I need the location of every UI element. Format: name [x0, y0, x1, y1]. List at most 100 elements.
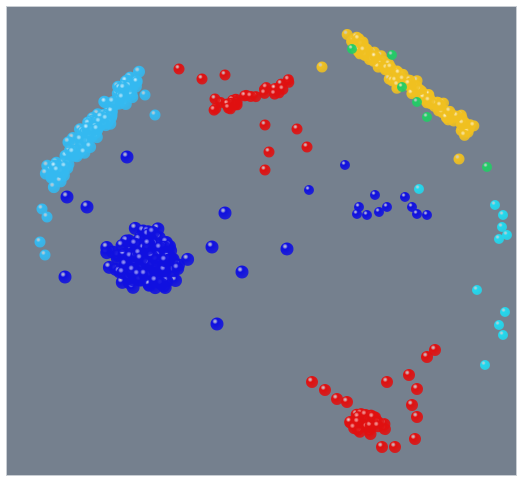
yellow-sphere: [459, 129, 471, 141]
red-sphere: [245, 91, 257, 102]
green-sphere: [412, 97, 422, 107]
yellow-sphere: [385, 62, 397, 73]
green-sphere: [397, 82, 407, 92]
light-blue-arc-cluster: [34, 65, 161, 261]
red-sphere: [411, 383, 423, 395]
light-blue-sphere: [118, 82, 130, 95]
red-sphere: [411, 411, 423, 423]
light-blue-sphere: [51, 164, 64, 177]
blue-sphere: [115, 239, 129, 253]
light-blue-sphere: [106, 96, 119, 108]
light-blue-sphere: [133, 65, 145, 78]
red-sphere: [259, 164, 271, 176]
blue-sphere: [146, 226, 160, 239]
red-sphere: [223, 102, 234, 114]
blue-sphere: [280, 242, 294, 256]
yellow-sphere: [444, 105, 456, 117]
blue-sphere: [158, 263, 172, 277]
yellow-sphere: [358, 45, 370, 56]
3d-scatter-viewport[interactable]: [6, 6, 517, 476]
red-sphere: [331, 393, 343, 405]
blue-sphere: [304, 185, 314, 195]
red-sphere: [348, 422, 361, 435]
cyan-sphere: [480, 360, 490, 370]
sphere-scene: [34, 29, 512, 453]
blue-sphere: [352, 209, 362, 219]
blue-sphere: [102, 260, 116, 274]
light-blue-sphere: [139, 89, 151, 101]
red-sphere: [196, 73, 208, 85]
light-blue-sphere: [74, 133, 87, 146]
light-blue-sphere: [131, 76, 143, 88]
light-blue-sphere: [149, 109, 161, 121]
blue-sphere: [422, 210, 432, 220]
red-sphere: [219, 69, 231, 81]
red-sphere: [301, 141, 313, 153]
yellow-sphere: [468, 120, 480, 132]
blue-sphere: [362, 210, 372, 220]
cyan-sphere: [472, 285, 482, 295]
blue-sphere: [120, 150, 134, 164]
yellow-sphere: [423, 95, 435, 107]
green-sphere: [482, 162, 492, 172]
cyan-sphere: [494, 234, 504, 244]
blue-sphere: [60, 190, 74, 204]
red-sphere: [403, 369, 415, 381]
blue-sphere: [181, 252, 195, 266]
red-upper-cluster: [173, 63, 313, 176]
blue-sphere: [400, 192, 410, 202]
yellow-sphere: [316, 61, 328, 73]
yellow-sphere: [453, 153, 465, 165]
light-blue-sphere: [47, 181, 60, 194]
red-sphere: [306, 376, 318, 388]
blue-sphere: [138, 268, 152, 282]
light-blue-sphere: [39, 249, 51, 261]
red-sphere: [209, 93, 221, 105]
red-sphere: [406, 399, 418, 411]
cyan-sphere: [498, 210, 508, 220]
blue-sphere: [407, 202, 417, 212]
yellow-arc-cluster: [316, 29, 492, 172]
red-sphere: [263, 146, 275, 158]
blue-sphere: [340, 160, 350, 170]
green-sphere: [422, 112, 432, 122]
cyan-sphere: [502, 230, 512, 240]
red-sphere: [291, 123, 303, 135]
blue-sphere: [218, 206, 232, 220]
blue-sphere: [171, 262, 185, 276]
red-sphere: [208, 104, 220, 116]
yellow-sphere: [457, 118, 469, 130]
red-sphere: [409, 433, 421, 445]
blue-sphere: [158, 254, 172, 268]
red-sphere: [376, 441, 388, 453]
yellow-sphere: [353, 33, 364, 45]
red-sphere: [372, 420, 384, 433]
red-sphere: [259, 87, 271, 99]
blue-sphere: [235, 265, 249, 279]
blue-sphere: [149, 274, 163, 288]
red-sphere: [341, 396, 353, 408]
yellow-sphere: [435, 100, 447, 112]
red-sphere: [381, 376, 393, 388]
yellow-sphere: [341, 29, 353, 40]
red-sphere: [421, 351, 433, 363]
blue-sphere: [382, 202, 392, 212]
blue-sphere: [374, 207, 384, 217]
blue-dense-cluster: [58, 150, 294, 331]
light-blue-sphere: [105, 105, 118, 118]
red-sphere: [259, 119, 271, 131]
cyan-sphere: [414, 184, 424, 194]
green-sphere: [387, 50, 397, 60]
blue-sphere: [210, 317, 224, 331]
red-sphere: [277, 83, 289, 95]
red-sphere: [429, 344, 441, 356]
cyan-sphere: [497, 222, 507, 232]
blue-sphere: [142, 237, 156, 251]
cyan-sphere: [490, 200, 500, 210]
red-lower-cluster: [306, 344, 441, 453]
cyan-sphere: [498, 330, 508, 340]
light-blue-sphere: [67, 146, 79, 159]
light-blue-sphere: [91, 123, 104, 136]
blue-small-right-cluster: [304, 160, 432, 220]
light-blue-sphere: [116, 91, 129, 104]
